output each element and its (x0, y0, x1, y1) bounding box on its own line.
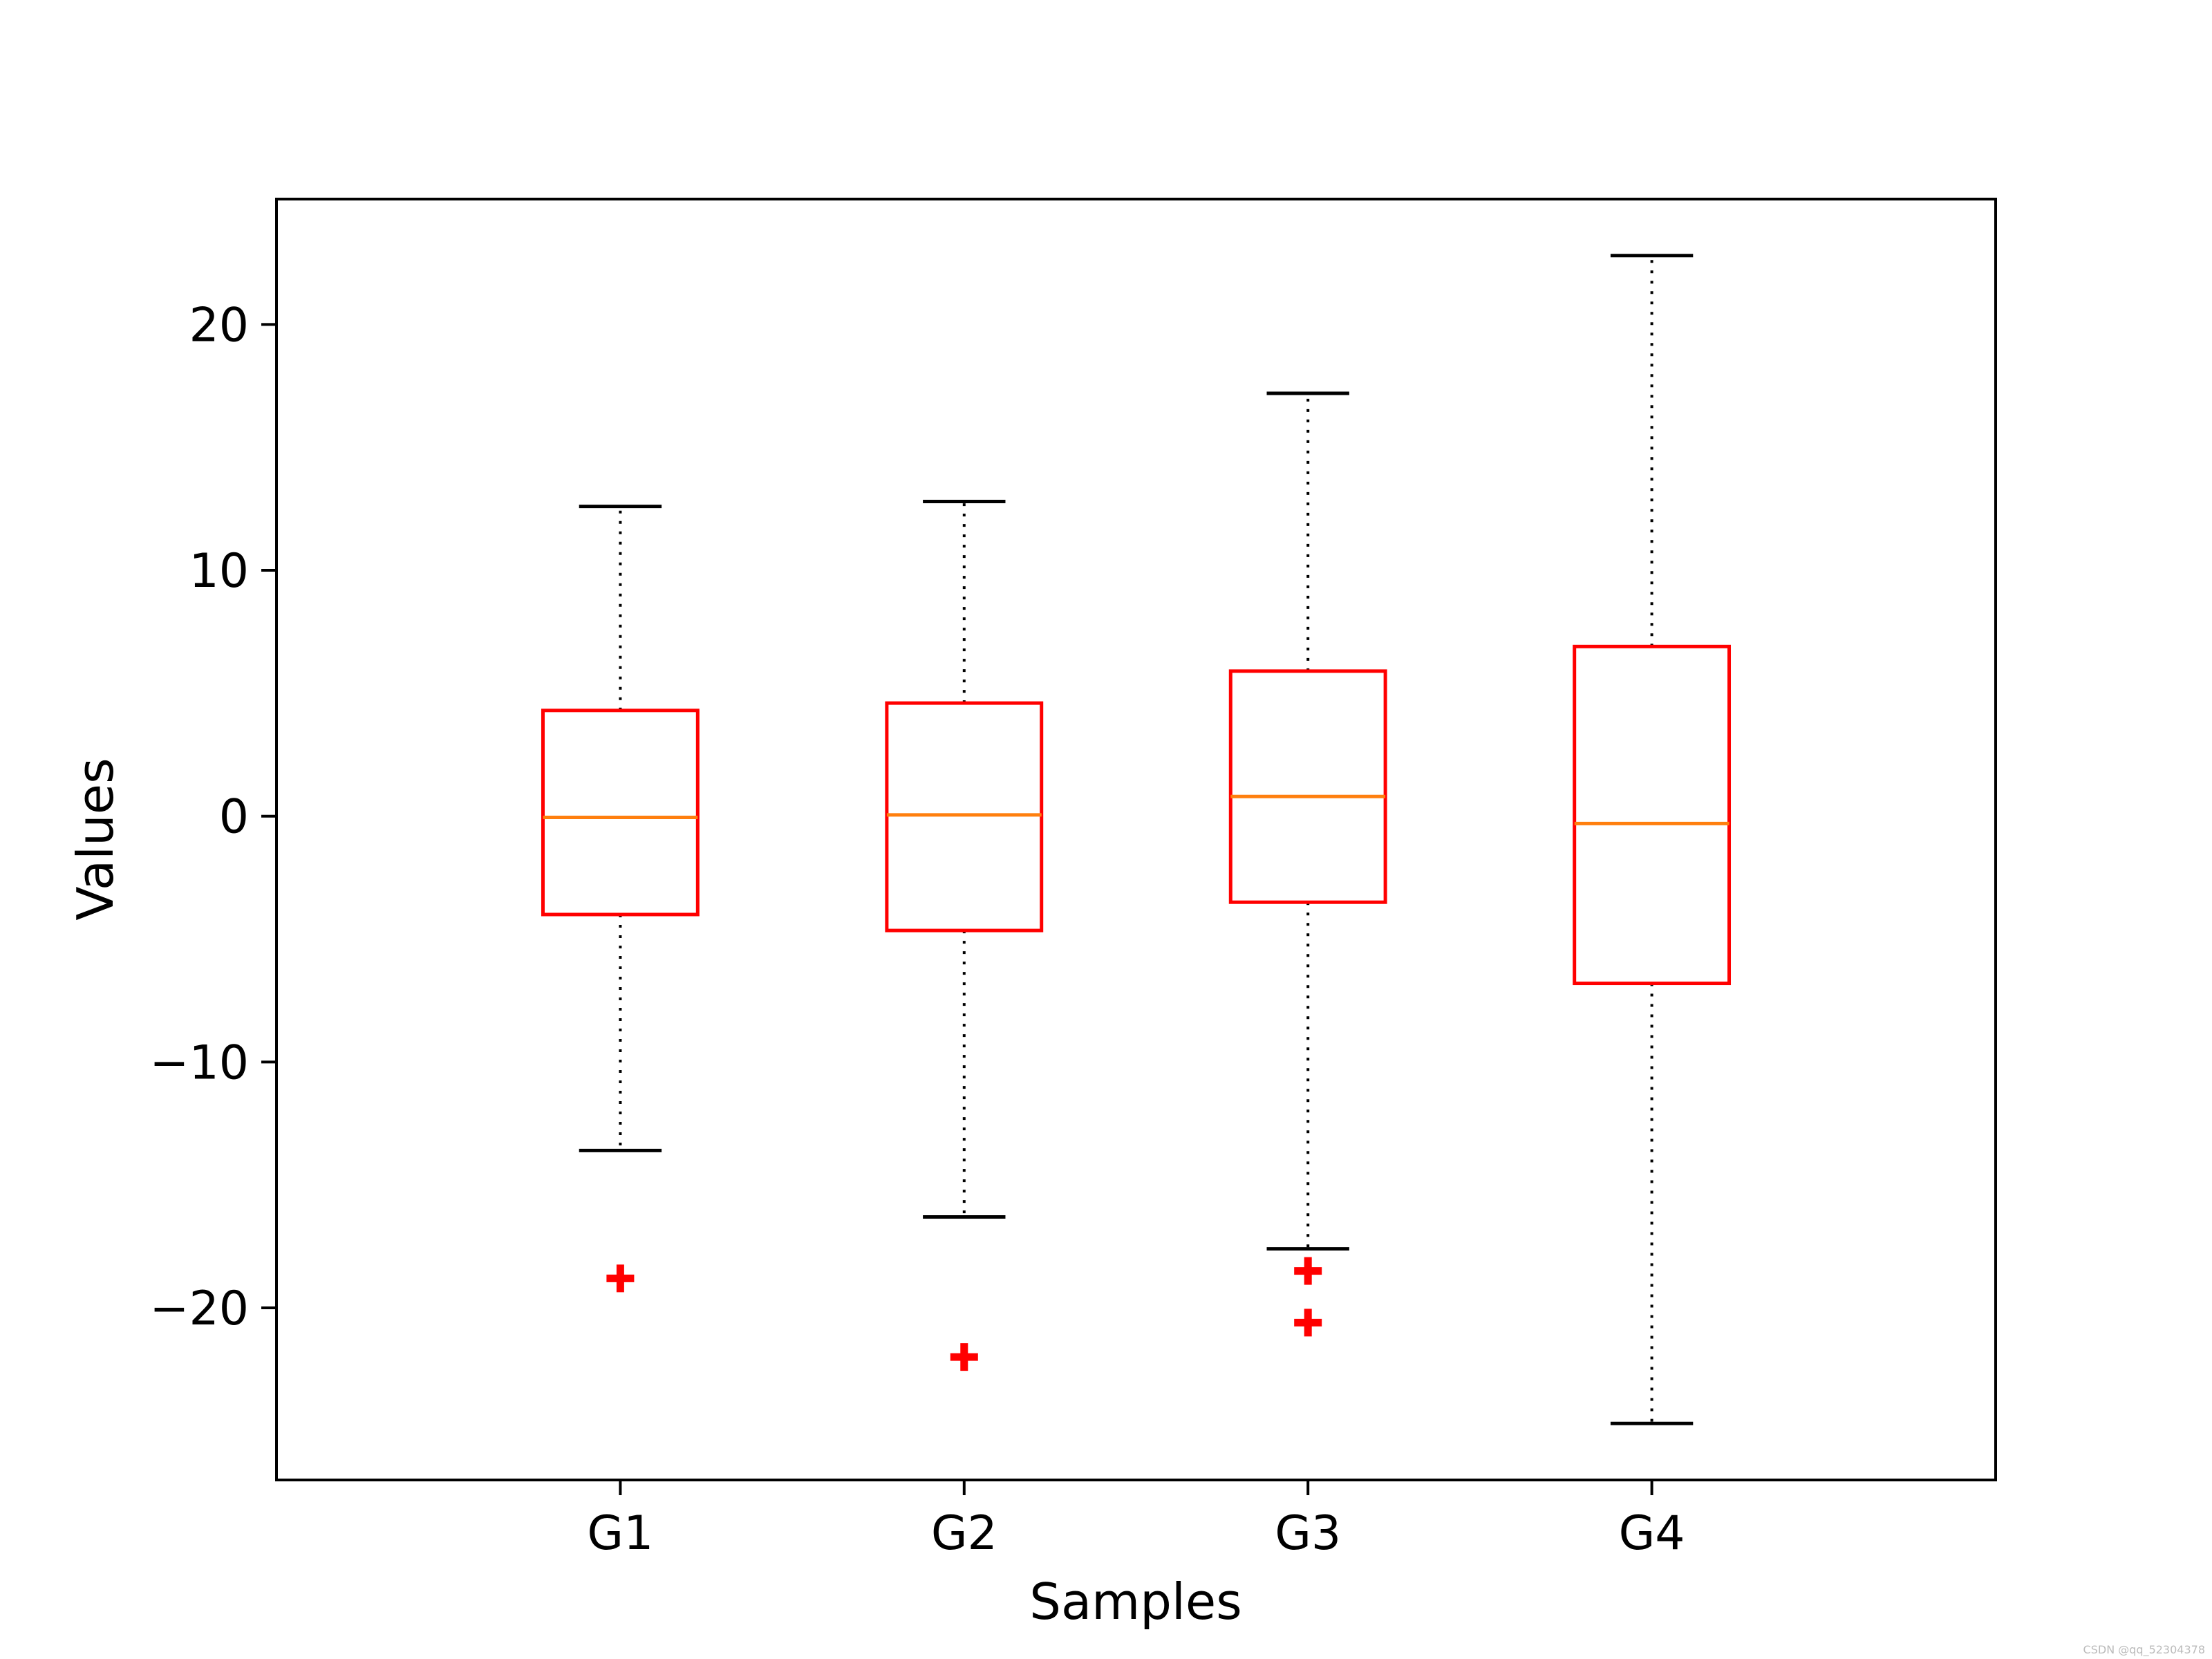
plot-area (541, 254, 1732, 1425)
x-tick-label: G3 (1275, 1506, 1341, 1561)
x-tick-label: G2 (931, 1506, 997, 1561)
outlier-marker (950, 1343, 978, 1371)
axes-frame (275, 198, 1997, 1481)
box-body (541, 709, 700, 917)
x-axis: G1 G2 G3 G4 (587, 1480, 1685, 1561)
box-1 (541, 505, 700, 1293)
y-tick-label: 20 (189, 298, 249, 353)
box-body (1573, 644, 1732, 986)
box-4 (1573, 254, 1732, 1425)
x-tick-label: G1 (587, 1506, 653, 1561)
y-axis-label: Values (66, 758, 124, 920)
box-2 (885, 499, 1044, 1371)
box-body (885, 701, 1044, 932)
y-axis: −20 −10 0 10 20 (149, 298, 276, 1336)
y-tick-label: −20 (149, 1282, 249, 1336)
outlier-marker (1294, 1309, 1322, 1337)
box-3 (1228, 391, 1387, 1337)
x-tick-label: G4 (1619, 1506, 1685, 1561)
box-body (1228, 669, 1387, 904)
x-axis-label: Samples (1029, 1573, 1241, 1631)
watermark: CSDN @qq_52304378 (2083, 1643, 2205, 1657)
outlier-marker (606, 1264, 635, 1293)
y-tick-label: 0 (219, 790, 249, 845)
outlier-marker (1294, 1257, 1322, 1285)
y-tick-label: 10 (189, 544, 249, 599)
y-tick-label: −10 (149, 1035, 249, 1090)
